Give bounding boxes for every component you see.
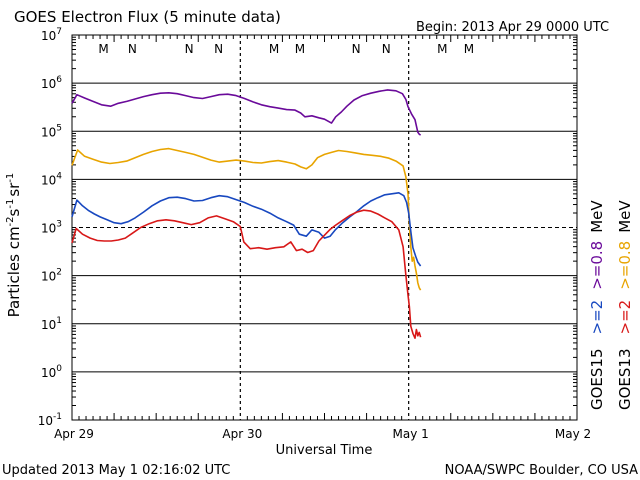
y-tick-exponent: 1 <box>56 316 62 326</box>
y-axis-label-s: s <box>5 208 23 216</box>
mn-marker-m: M <box>464 42 474 56</box>
legend-goes13-2mev: >=2 <box>616 300 634 335</box>
x-tick-label: Apr 30 <box>222 427 262 441</box>
legend-goes13-08mev: >=0.8 <box>616 241 634 290</box>
y-tick-base: 10 <box>41 125 56 139</box>
legend-goes13-label: GOES13 <box>616 348 634 410</box>
y-tick-base: 10 <box>41 222 56 236</box>
series-line-1 <box>71 147 422 291</box>
y-tick-label: 103 <box>41 220 62 236</box>
y-tick-label: 104 <box>41 171 62 187</box>
legend-goes15-08mev: >=0.8 <box>588 241 606 290</box>
y-tick-base: 10 <box>41 318 56 332</box>
y-tick-base: 10 <box>41 270 56 284</box>
y-axis-label-sr-exp: -1 <box>5 173 16 183</box>
mn-marker-m: M <box>98 42 108 56</box>
grid-lines <box>72 35 577 420</box>
y-tick-label: 105 <box>41 123 62 139</box>
y-tick-label: 106 <box>41 75 62 91</box>
y-tick-label: 102 <box>41 268 62 284</box>
y-axis-label-s-exp: -1 <box>5 199 16 209</box>
legend-goes15-2mev: >=2 <box>588 300 606 335</box>
y-tick-exponent: 3 <box>56 220 62 230</box>
x-tick-label: May 1 <box>393 427 429 441</box>
y-axis-label: Particles cm-2s-1sr-1 <box>5 173 23 318</box>
y-tick-exponent: -1 <box>53 412 62 422</box>
legend-goes15-label: GOES15 <box>588 348 606 410</box>
chart-title: GOES Electron Flux (5 minute data) <box>14 8 281 26</box>
y-tick-base: 10 <box>41 29 56 43</box>
x-tick-label: Apr 29 <box>54 427 94 441</box>
series-line-3 <box>71 209 422 340</box>
y-tick-base: 10 <box>41 77 56 91</box>
mn-marker-m: M <box>269 42 279 56</box>
mn-marker-n: N <box>214 42 223 56</box>
y-tick-exponent: 5 <box>56 123 62 133</box>
legend-goes15-column: GOES15 >=2 >=0.8 MeV <box>588 200 606 410</box>
y-tick-exponent: 7 <box>56 27 62 37</box>
data-series <box>71 89 422 340</box>
y-tick-exponent: 2 <box>56 268 62 278</box>
mn-marker-m: M <box>437 42 447 56</box>
mn-marker-n: N <box>185 42 194 56</box>
series-line-2 <box>71 192 422 267</box>
y-tick-base: 10 <box>41 366 56 380</box>
y-tick-label: 100 <box>41 364 62 380</box>
x-axis-label: Universal Time <box>276 443 373 458</box>
mn-marker-m: M <box>295 42 305 56</box>
x-tick-labels: Apr 29 Apr 30 May 1 May 2 <box>54 427 591 441</box>
axis-ticks <box>72 35 577 420</box>
y-tick-exponent: 4 <box>56 171 62 181</box>
footer-credit: NOAA/SWPC Boulder, CO USA <box>445 463 638 478</box>
y-tick-label: 101 <box>41 316 62 332</box>
y-axis-label-cm-exp: -2 <box>5 216 16 226</box>
y-tick-base: 10 <box>38 414 53 428</box>
mn-marker-n: N <box>382 42 391 56</box>
begin-label: Begin: 2013 Apr 29 0000 UTC <box>416 20 609 35</box>
side-legend: GOES15 >=2 >=0.8 MeV GOES13 >=2 >=0.8 MeV <box>588 200 634 410</box>
y-axis-label-main: Particles cm <box>5 226 23 317</box>
legend-goes13-column: GOES13 >=2 >=0.8 MeV <box>616 200 634 410</box>
y-axis-label-sr: sr <box>5 182 23 197</box>
legend-goes15-mev: MeV <box>588 200 606 233</box>
y-tick-label: 10-1 <box>38 412 62 428</box>
y-tick-label: 107 <box>41 27 62 43</box>
series-line-0 <box>71 89 422 136</box>
y-tick-exponent: 6 <box>56 75 62 85</box>
footer-updated: Updated 2013 May 1 02:16:02 UTC <box>2 463 230 478</box>
mn-marker-n: N <box>352 42 361 56</box>
mn-marker-n: N <box>128 42 137 56</box>
y-tick-exponent: 0 <box>56 364 62 374</box>
y-tick-base: 10 <box>41 173 56 187</box>
legend-goes13-mev: MeV <box>616 200 634 233</box>
x-tick-label: May 2 <box>555 427 591 441</box>
